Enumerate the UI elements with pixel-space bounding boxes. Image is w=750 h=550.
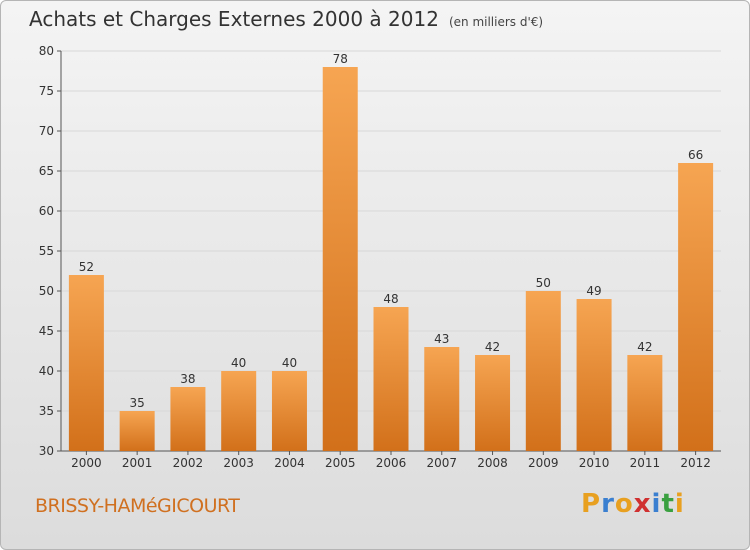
- proxiti-logo: Proxiti: [581, 489, 685, 519]
- chart-title: Achats et Charges Externes 2000 à 2012 (e…: [29, 7, 543, 31]
- bar: [271, 371, 307, 451]
- bar: [576, 299, 612, 451]
- logo-letter: o: [614, 489, 634, 519]
- logo-letter: i: [651, 489, 662, 519]
- x-tick-label: 2012: [680, 456, 711, 470]
- data-label: 42: [485, 340, 500, 354]
- bar: [373, 307, 409, 451]
- data-label: 42: [637, 340, 652, 354]
- x-tick-label: 2007: [426, 456, 457, 470]
- x-tick-label: 2001: [122, 456, 153, 470]
- data-label: 66: [688, 148, 703, 162]
- logo-letter: x: [633, 489, 652, 519]
- bar: [475, 355, 511, 451]
- data-label: 43: [434, 332, 449, 346]
- y-tick-label: 65: [39, 164, 54, 178]
- x-tick-label: 2011: [630, 456, 661, 470]
- bar: [525, 291, 561, 451]
- y-tick-label: 45: [39, 324, 54, 338]
- bar: [424, 347, 460, 451]
- logo-letter: P: [581, 489, 602, 519]
- logo-letter: t: [661, 489, 675, 519]
- y-tick-label: 30: [39, 444, 54, 458]
- data-label: 48: [383, 292, 398, 306]
- bar: [221, 371, 257, 451]
- data-label: 50: [536, 276, 551, 290]
- y-tick-label: 35: [39, 404, 54, 418]
- chart-title-text: Achats et Charges Externes 2000 à 2012: [29, 7, 439, 31]
- data-label: 40: [231, 356, 246, 370]
- data-label: 40: [282, 356, 297, 370]
- logo-letter: r: [601, 489, 615, 519]
- x-tick-label: 2004: [274, 456, 305, 470]
- data-label: 35: [130, 396, 145, 410]
- data-label: 38: [180, 372, 195, 386]
- bar: [119, 411, 155, 451]
- y-tick-label: 60: [39, 204, 54, 218]
- logo-letter: i: [674, 489, 685, 519]
- y-tick-label: 70: [39, 124, 54, 138]
- x-tick-label: 2009: [528, 456, 559, 470]
- x-tick-label: 2003: [223, 456, 254, 470]
- x-tick-label: 2005: [325, 456, 356, 470]
- bar: [68, 275, 104, 451]
- y-tick-label: 75: [39, 84, 54, 98]
- data-label: 78: [333, 52, 348, 66]
- x-tick-label: 2000: [71, 456, 102, 470]
- x-tick-label: 2006: [376, 456, 407, 470]
- chart-unit: (en milliers d'€): [448, 15, 544, 29]
- commune-name: BRISSY-HAMéGICOURT: [35, 495, 240, 517]
- y-tick-label: 50: [39, 284, 54, 298]
- bar: [627, 355, 663, 451]
- y-tick-label: 55: [39, 244, 54, 258]
- bar: [322, 67, 358, 451]
- x-tick-label: 2010: [579, 456, 610, 470]
- y-tick-label: 80: [39, 44, 54, 58]
- x-tick-label: 2008: [477, 456, 508, 470]
- data-label: 52: [79, 260, 94, 274]
- data-label: 49: [586, 284, 601, 298]
- bar: [170, 387, 206, 451]
- y-tick-label: 40: [39, 364, 54, 378]
- bar: [678, 163, 714, 451]
- x-tick-label: 2002: [173, 456, 204, 470]
